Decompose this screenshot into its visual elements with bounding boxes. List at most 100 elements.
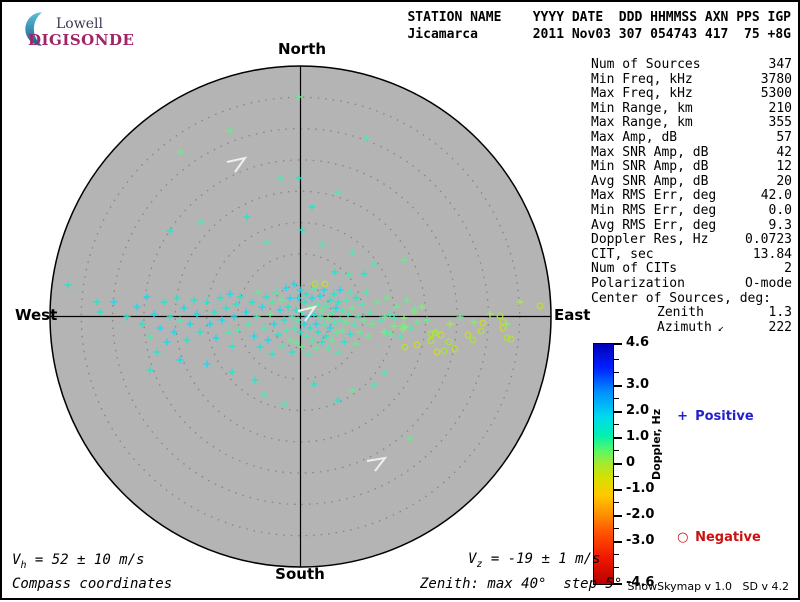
version-text: ShowSkymap v 1.0 SD v 4.2 [627,580,789,593]
legend-negative: ○ Negative [668,515,761,545]
source-point-positive [133,303,141,311]
source-point-positive [312,344,320,352]
source-point-positive [300,298,308,306]
source-point-positive [364,332,372,340]
stat-value: 210 [768,100,792,116]
vz-value: = -19 ± 1 m/s [482,551,601,567]
source-point-negative [507,335,515,343]
source-point-positive [400,314,408,322]
source-point-positive [406,435,414,443]
source-point-negative [427,337,435,345]
source-point-negative [431,329,439,337]
crescent-icon [25,12,43,46]
station-header: STATION NAME YYYY DATE DDD HHMMSS AXN PP… [407,9,791,43]
colorbar-tick-label: -2.0 [626,506,655,522]
source-point-positive [166,313,174,321]
source-point-positive [345,271,353,279]
source-point-positive [332,304,340,312]
source-point-positive [276,306,284,314]
source-point-positive [244,320,252,328]
source-point-positive [363,134,371,142]
source-point-positive [298,343,306,351]
compass-label-north: North [277,40,327,58]
source-point-positive [156,324,164,332]
source-point-positive [328,308,336,316]
colorbar-minor-tick [614,476,619,478]
source-point-positive [406,324,414,332]
source-point-positive [318,338,326,346]
source-point-positive [320,286,328,294]
source-point-positive [418,303,426,311]
source-point-positive [346,330,354,338]
source-point-positive [196,328,204,336]
source-point-positive [413,318,421,326]
stat-label: Max Freq, kHz [591,86,693,102]
stat-value: 355 [768,115,792,131]
source-point-positive [370,381,378,389]
source-point-positive [264,336,272,344]
header-columns-line: STATION NAME YYYY DATE DDD HHMMSS AXN PP… [407,10,791,25]
stat-label: Min RMS Err, deg [591,202,717,218]
source-point-positive [366,308,374,316]
source-point-positive [336,286,344,294]
stat-row: Max Freq, kHz 5300 [591,87,792,102]
source-point-positive [282,284,290,292]
stat-label: Min Freq, kHz [591,71,693,87]
source-point-negative [477,327,485,335]
source-point-positive [334,188,342,196]
source-point-positive [368,320,376,328]
source-point-positive [242,308,250,316]
source-point-positive [381,313,389,321]
source-point-positive [295,174,303,182]
source-point-positive [268,298,276,306]
source-point-positive [226,127,234,135]
stat-label: Polarization [591,275,685,291]
compass-label-east: East [554,306,591,324]
colorbar-major-tick [614,489,622,492]
legend-positive: + Positive [668,394,754,424]
stat-value: 347 [768,57,792,72]
source-point-positive [316,313,324,321]
source-point-positive [228,342,236,350]
source-point-positive [263,238,271,246]
colorbar-tick-label: 4.6 [626,334,650,350]
source-point-negative [464,331,472,339]
source-points [64,93,544,443]
colorbar-minor-tick [614,423,619,425]
stat-row: Max Range, km 355 [591,116,792,131]
stat-value: 42.0 [760,188,792,204]
header-values-line: Jicamarca 2011 Nov03 307 054743 417 75 +… [407,27,791,42]
horizontal-velocity-readout: Vh = 52 ± 10 m/s [12,552,144,571]
colorbar-tick-label: 3.0 [626,376,650,392]
source-point-positive [228,368,236,376]
circle-marker-icon: ○ [677,530,689,545]
source-point-positive [110,298,118,306]
source-point-positive [380,369,388,377]
source-point-positive [268,350,276,358]
source-point-positive [446,320,454,328]
source-point-negative [437,331,445,339]
logo-digisonde-text: DIGISONDE [28,31,135,49]
source-point-positive [166,227,174,235]
source-point-positive [288,313,296,321]
source-point-positive [340,338,348,346]
source-point-positive [64,281,72,289]
source-point-positive [218,316,226,324]
stat-row: Avg RMS Err, deg 9.3 [591,218,792,234]
stat-value: 12 [776,159,792,175]
stat-label: Num of CITs [591,261,678,277]
stat-label: Avg SNR Amp, dB [591,173,709,189]
source-point-positive [274,331,282,339]
source-point-positive [322,332,330,340]
stat-value: 0.0723 [745,232,792,248]
source-point-negative [311,280,319,288]
source-point-negative [433,348,441,356]
compass-label-west: West [15,306,58,324]
source-point-positive [387,330,395,338]
compass-label-south: South [275,565,325,583]
source-point-positive [292,339,300,347]
stat-row: Num of Sources 347 [591,57,792,73]
stat-label: Center of Sources, deg: [591,290,772,306]
source-point-positive [253,313,261,321]
